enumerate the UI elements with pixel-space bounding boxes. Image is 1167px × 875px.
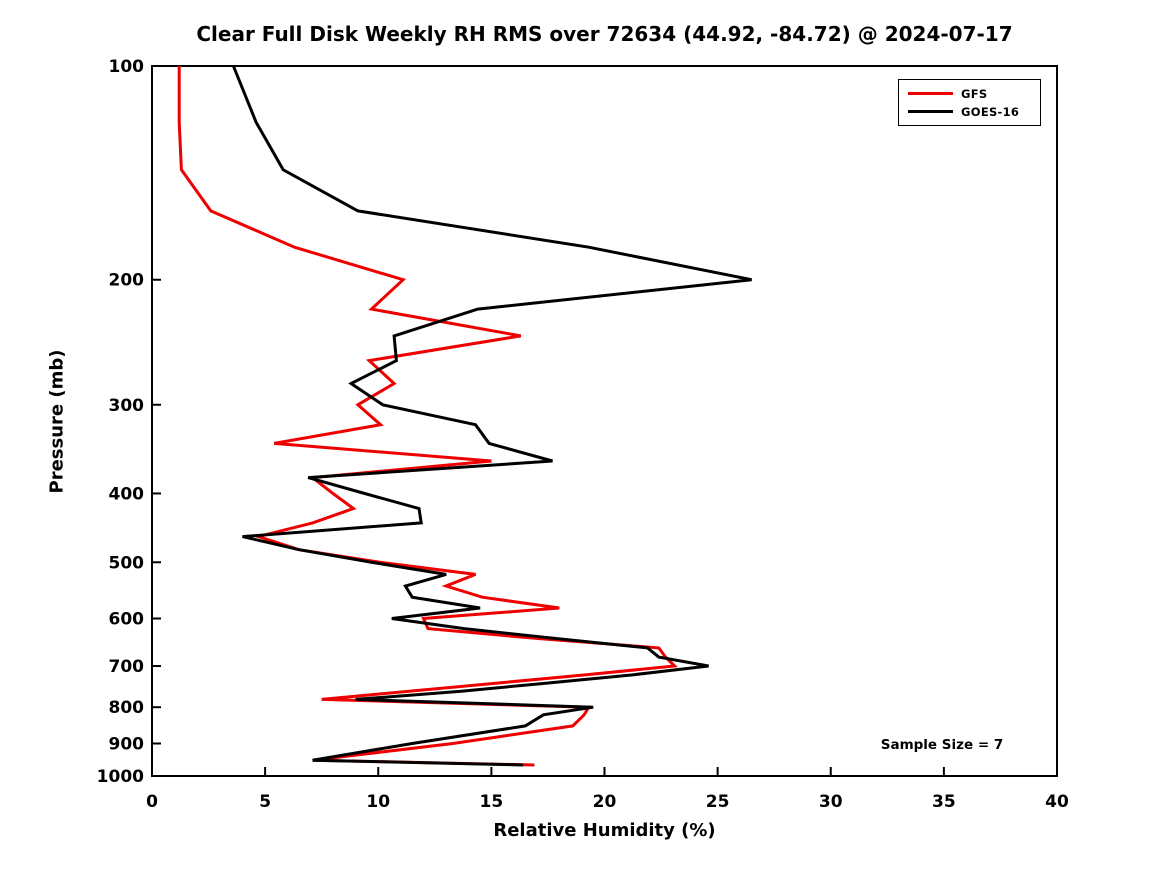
svg-text:35: 35 [932,792,956,812]
svg-text:5: 5 [259,792,271,812]
svg-text:700: 700 [109,657,145,677]
svg-text:1000: 1000 [97,767,144,787]
legend-label-gfs: GFS [961,86,988,101]
svg-text:10: 10 [366,792,390,812]
svg-text:30: 30 [819,792,843,812]
svg-text:500: 500 [109,553,145,573]
chart-title: Clear Full Disk Weekly RH RMS over 72634… [196,22,1013,46]
svg-text:20: 20 [593,792,617,812]
legend-item-gfs: GFS [899,87,1040,101]
gfs-line-swatch [908,92,953,95]
svg-text:300: 300 [109,396,145,416]
svg-text:0: 0 [146,792,158,812]
y-axis-label: Pressure (mb) [46,349,68,494]
svg-text:200: 200 [109,271,145,291]
svg-text:100: 100 [109,57,145,77]
legend-label-goes16: GOES-16 [961,104,1020,119]
svg-text:900: 900 [109,735,145,755]
x-axis-label: Relative Humidity (%) [493,820,716,841]
svg-text:600: 600 [109,609,145,629]
svg-text:40: 40 [1045,792,1069,812]
legend-item-goes16: GOES-16 [899,105,1040,119]
svg-text:800: 800 [109,698,145,718]
svg-text:25: 25 [706,792,730,812]
goes16-line-swatch [908,110,953,113]
svg-text:400: 400 [109,484,145,504]
legend-box: GFS GOES-16 [898,79,1041,126]
sample-size-annotation: Sample Size = 7 [880,737,1004,753]
svg-text:15: 15 [480,792,504,812]
